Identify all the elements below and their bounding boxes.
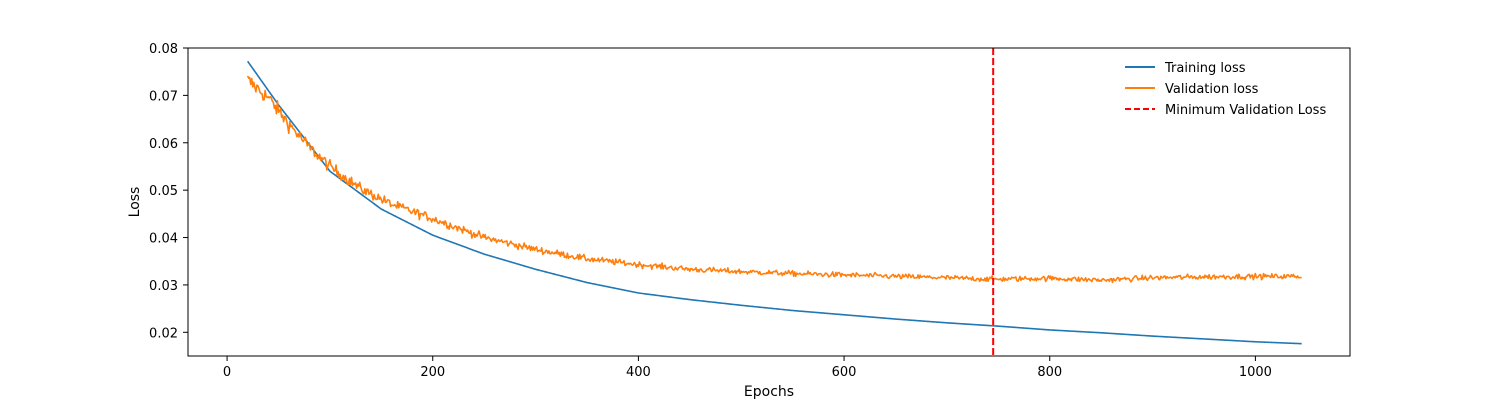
series-line-training-loss	[246, 60, 1302, 345]
y-tick-label: 0.02	[149, 326, 178, 341]
y-tick-label: 0.07	[149, 89, 178, 104]
axes-frame	[187, 47, 1351, 357]
series-line-validation-loss	[246, 75, 1302, 284]
legend-label: Validation loss	[1165, 82, 1259, 97]
y-tick-label: 0.06	[149, 137, 178, 152]
x-tick-label: 800	[1037, 365, 1062, 380]
legend-label: Training loss	[1164, 61, 1246, 76]
y-axis-label: Loss	[127, 187, 143, 218]
x-tick-label: 600	[832, 365, 857, 380]
x-tick-label: 200	[420, 365, 445, 380]
legend-label: Minimum Validation Loss	[1165, 103, 1326, 118]
y-tick-label: 0.04	[149, 232, 178, 247]
x-axis-ticks: 0 200 400 600 800 1000	[223, 356, 1272, 380]
y-tick-label: 0.03	[149, 279, 178, 294]
legend: Training loss Validation loss Minimum Vali…	[1125, 61, 1326, 118]
y-tick-label: 0.08	[149, 42, 178, 57]
x-tick-label: 1000	[1239, 365, 1272, 380]
y-tick-label: 0.05	[149, 184, 178, 199]
y-axis-ticks: 0.02 0.03 0.04 0.05 0.06 0.07 0.08	[149, 42, 188, 341]
x-axis-label: Epochs	[744, 384, 794, 400]
x-tick-label: 400	[626, 365, 651, 380]
x-tick-label: 0	[223, 365, 231, 380]
plot-area	[246, 48, 1302, 356]
